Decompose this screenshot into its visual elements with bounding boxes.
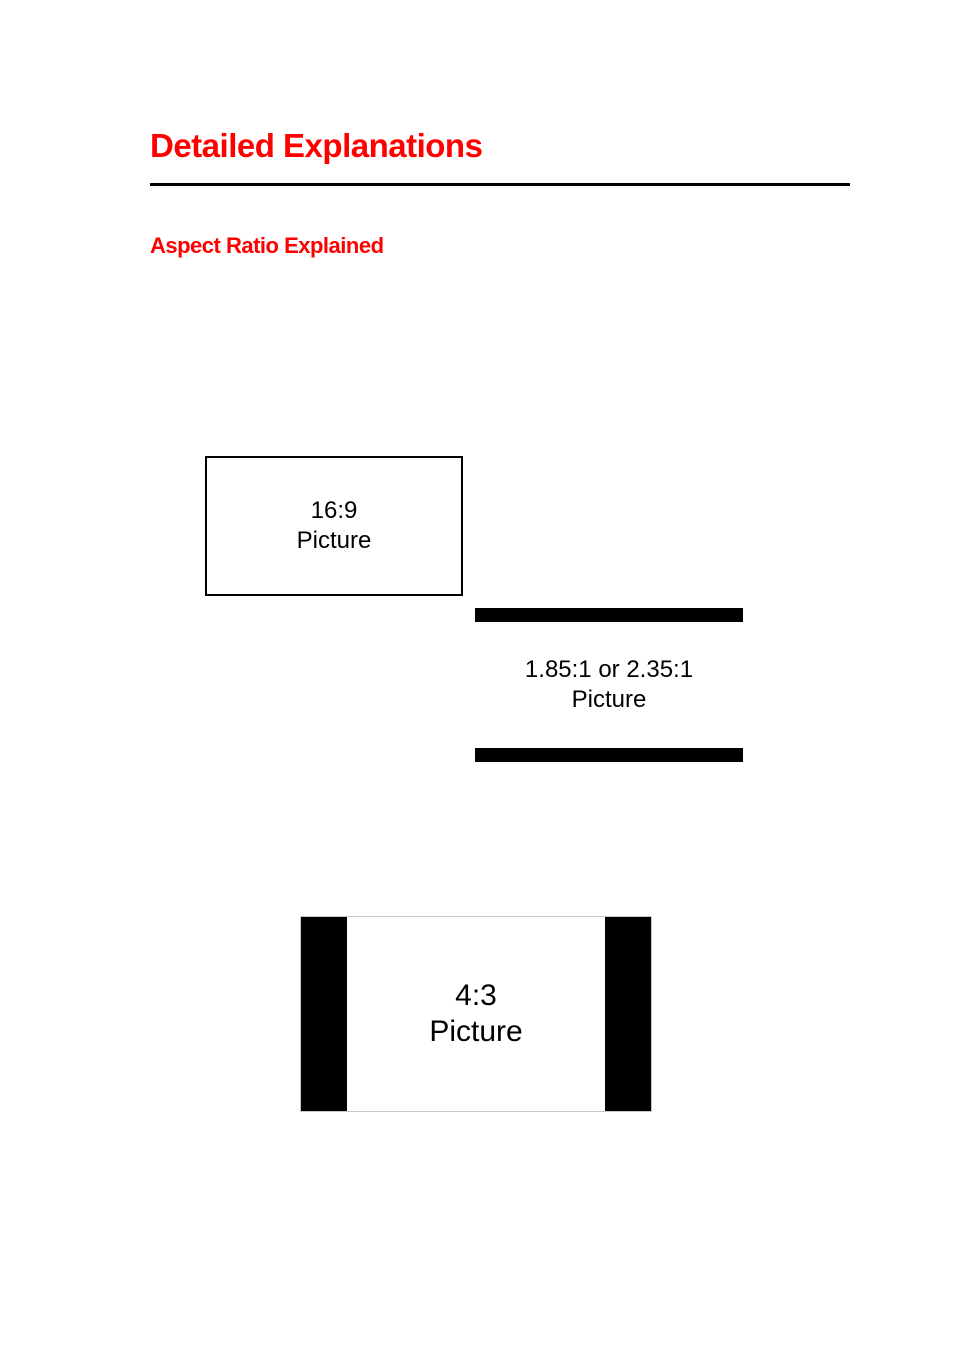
aspect-box-4-3-label-line1: 4:3 <box>455 979 497 1012</box>
aspect-box-4-3: 4:3 Picture <box>300 916 652 1112</box>
page-title: Detailed Explanations <box>150 127 482 165</box>
section-rule <box>150 183 850 186</box>
aspect-box-wider-label: 1.85:1 or 2.35:1 Picture <box>475 608 743 762</box>
aspect-box-16-9-label-line1: 16:9 <box>311 497 358 524</box>
pillarbox-bar-right <box>605 917 651 1111</box>
aspect-box-4-3-label: 4:3 Picture <box>301 917 651 1111</box>
letterbox-bar-bottom <box>475 748 743 762</box>
aspect-box-wider-label-line1: 1.85:1 or 2.35:1 <box>525 656 693 683</box>
aspect-box-wider-label-line2: Picture <box>572 686 647 713</box>
aspect-box-wider: 1.85:1 or 2.35:1 Picture <box>475 608 743 762</box>
section-title: Aspect Ratio Explained <box>150 233 384 259</box>
page-root: Detailed Explanations Aspect Ratio Expla… <box>0 0 954 1354</box>
aspect-box-16-9: 16:9 Picture <box>205 456 463 596</box>
aspect-box-16-9-label-line2: Picture <box>297 527 372 554</box>
aspect-box-16-9-label: 16:9 Picture <box>297 496 372 556</box>
aspect-box-4-3-label-line2: Picture <box>429 1015 522 1048</box>
